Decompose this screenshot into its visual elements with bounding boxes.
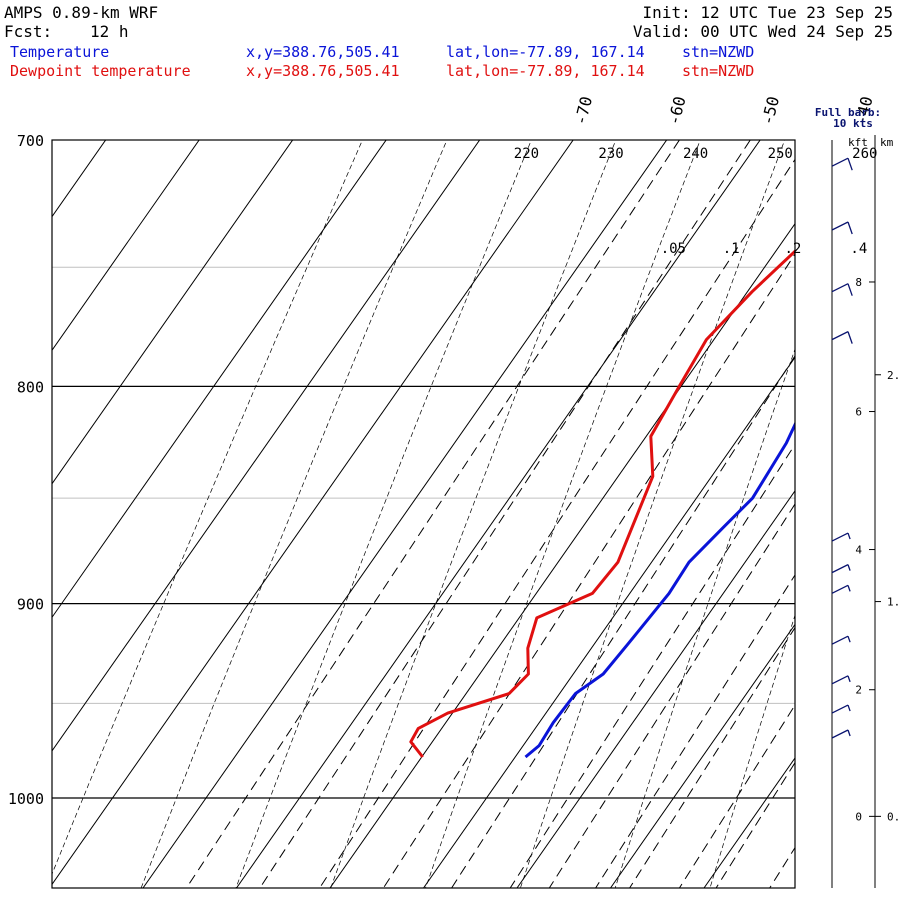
- wind-barb: [831, 704, 851, 714]
- dry-adiabat: [140, 140, 448, 888]
- wind-barb: [831, 564, 851, 574]
- pressure-label: 800: [17, 378, 44, 396]
- legend-temperature-latlon: lat,lon=-77.89, 167.14: [446, 43, 645, 61]
- legend-temperature: Temperature: [10, 43, 110, 61]
- km-tick-label: 1.: [887, 596, 900, 609]
- km-tick-label: 0.: [887, 810, 900, 823]
- pressure-label: 1000: [8, 790, 44, 808]
- isotherm: [798, 114, 900, 889]
- wind-barb: [831, 221, 853, 235]
- pressure-label: 700: [17, 132, 44, 150]
- mixing-ratio-line: [678, 704, 795, 888]
- legend-dewpoint-latlon: lat,lon=-77.89, 167.14: [446, 62, 645, 80]
- mixing-ratio-line: [548, 503, 795, 888]
- dry-adiabat: [614, 348, 795, 888]
- legend-dewpoint-xy: x,y=388.76,505.41: [246, 62, 400, 80]
- mixing-ratio-line: [382, 253, 795, 888]
- mixing-ratio-line: [259, 140, 751, 888]
- barb-key-title: Full barb:: [815, 106, 881, 119]
- theta-label: 240: [683, 146, 708, 162]
- isotherm: [52, 140, 294, 485]
- theta-label: 260: [852, 146, 877, 162]
- plot-frame: [51, 139, 796, 889]
- kft-tick-label: 6: [855, 406, 862, 419]
- isotherm-label: -50: [758, 94, 783, 127]
- km-label: km: [880, 136, 894, 149]
- legend-dewpoint: Dewpoint temperature: [10, 62, 191, 80]
- mixing-ratio-line: [769, 846, 795, 888]
- mixing-ratio-line: [715, 761, 795, 888]
- isotherm: [703, 757, 795, 888]
- kft-tick-label: 4: [855, 544, 862, 557]
- km-tick-label: 2.: [887, 369, 900, 382]
- mixing-ratio-line: [629, 626, 795, 888]
- theta-label: 230: [598, 146, 623, 162]
- isotherm: [423, 356, 795, 888]
- isotherm: [329, 222, 795, 888]
- mixing-ratio-label: .05: [661, 241, 686, 257]
- legend-dewpoint-stn: stn=NZWD: [682, 62, 755, 80]
- kft-tick-label: 8: [855, 276, 862, 289]
- isotherm-label: -60: [664, 94, 689, 127]
- mixing-ratio-line: [867, 114, 900, 889]
- fcst-hours: 12 h: [90, 22, 129, 41]
- isotherm: [52, 140, 200, 352]
- mixing-ratio-label: .2: [784, 241, 801, 257]
- kft-tick-label: 0: [855, 810, 862, 823]
- fcst-label: Fcst:: [4, 22, 53, 41]
- pressure-label: 900: [17, 596, 44, 614]
- kft-tick-label: 2: [855, 684, 862, 697]
- model-title: AMPS 0.89-km WRF: [4, 3, 159, 22]
- isotherm: [891, 114, 900, 889]
- mixing-ratio-label: .4: [850, 241, 867, 257]
- isotherm: [142, 140, 668, 888]
- valid-time: Valid: 00 UTC Wed 24 Sep 25: [632, 22, 893, 41]
- isotherm: [516, 490, 795, 888]
- dry-adiabat: [330, 140, 617, 888]
- dry-adiabat: [425, 140, 701, 888]
- wind-barb: [831, 157, 853, 171]
- mixing-ratio-line: [451, 355, 795, 888]
- mixing-ratio-line: [509, 443, 795, 888]
- dry-adiabat: [52, 140, 363, 875]
- mixing-ratio-line: [185, 140, 680, 888]
- isotherm-label: -70: [571, 94, 596, 127]
- legend-temperature-stn: stn=NZWD: [682, 43, 755, 61]
- mixing-ratio-line: [319, 158, 795, 888]
- legend-temperature-xy: x,y=388.76,505.41: [246, 43, 400, 61]
- barb-key-speed: 10 kts: [833, 117, 873, 130]
- dry-adiabat: [520, 140, 786, 888]
- isotherm: [52, 140, 574, 886]
- dry-adiabat: [805, 114, 900, 889]
- dry-adiabat: [709, 614, 795, 888]
- wind-barb: [831, 331, 853, 344]
- mixing-ratio-line: [841, 114, 900, 889]
- mixing-ratio-label: .1: [723, 241, 740, 257]
- dry-adiabat: [235, 140, 532, 888]
- theta-label: 250: [768, 146, 793, 162]
- theta-label: 220: [514, 146, 539, 162]
- plot-area: [52, 114, 900, 889]
- wind-barb: [831, 584, 851, 594]
- wind-barb: [831, 729, 851, 739]
- isotherm: [610, 623, 795, 888]
- mixing-ratio-line: [595, 574, 795, 888]
- temperature-line: [524, 421, 795, 759]
- dewpoint-line: [409, 249, 795, 758]
- isotherm: [52, 140, 481, 752]
- init-time: Init: 12 UTC Tue 23 Sep 25: [642, 3, 893, 22]
- mixing-ratio-line: [809, 114, 900, 889]
- kft-label: kft: [848, 136, 868, 149]
- wind-barb: [831, 635, 851, 645]
- isotherm: [52, 140, 107, 218]
- isotherm: [52, 140, 387, 619]
- isotherm: [236, 140, 761, 888]
- wind-barb: [831, 532, 851, 542]
- wind-barb: [831, 675, 851, 685]
- wind-barb: [831, 283, 853, 296]
